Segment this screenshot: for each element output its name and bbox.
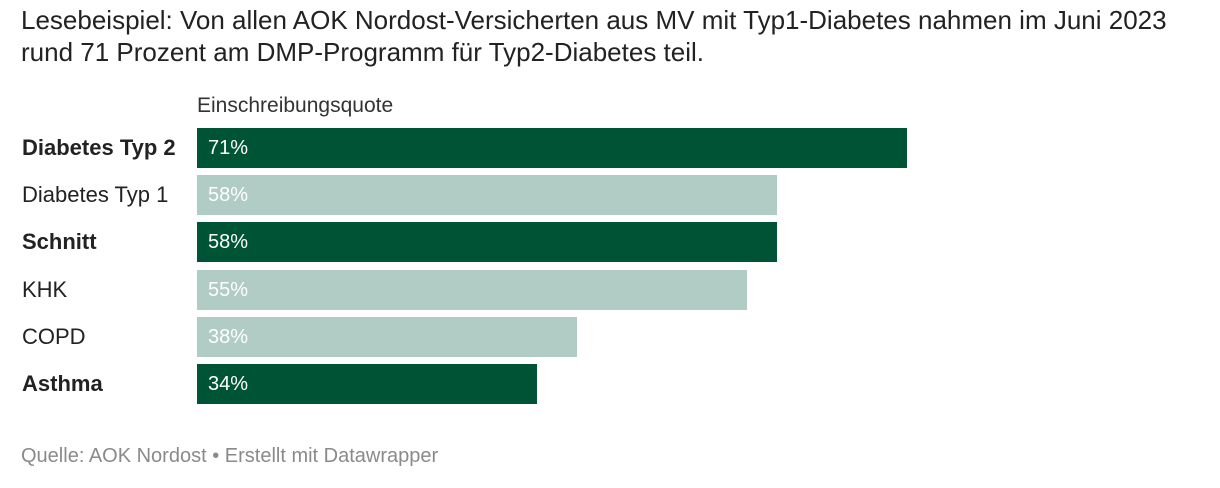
bar-value-label: 38% — [208, 326, 249, 348]
bar-value-label: 55% — [208, 279, 249, 301]
category-label: Schnitt — [22, 229, 97, 254]
bar-value-label: 34% — [208, 373, 249, 395]
category-label: Diabetes Typ 1 — [22, 182, 169, 207]
category-label: Asthma — [22, 371, 103, 396]
bar-value-label: 71% — [208, 137, 249, 159]
source-footer: Quelle: AOK Nordost • Erstellt mit Dataw… — [21, 445, 439, 467]
column-header: Einschreibungsquote — [197, 94, 394, 117]
bar — [197, 128, 907, 168]
bar — [197, 317, 577, 357]
bar — [197, 364, 537, 404]
bar-value-label: 58% — [208, 184, 249, 206]
chart-subtitle: Lesebeispiel: Von allen AOK Nordost-Vers… — [21, 5, 1167, 67]
bar — [197, 270, 747, 310]
category-label: Diabetes Typ 2 — [22, 135, 176, 160]
bar — [197, 222, 777, 262]
category-label: COPD — [22, 324, 86, 349]
bar-value-label: 58% — [208, 231, 249, 253]
category-label: KHK — [22, 277, 68, 302]
bar — [197, 175, 777, 215]
